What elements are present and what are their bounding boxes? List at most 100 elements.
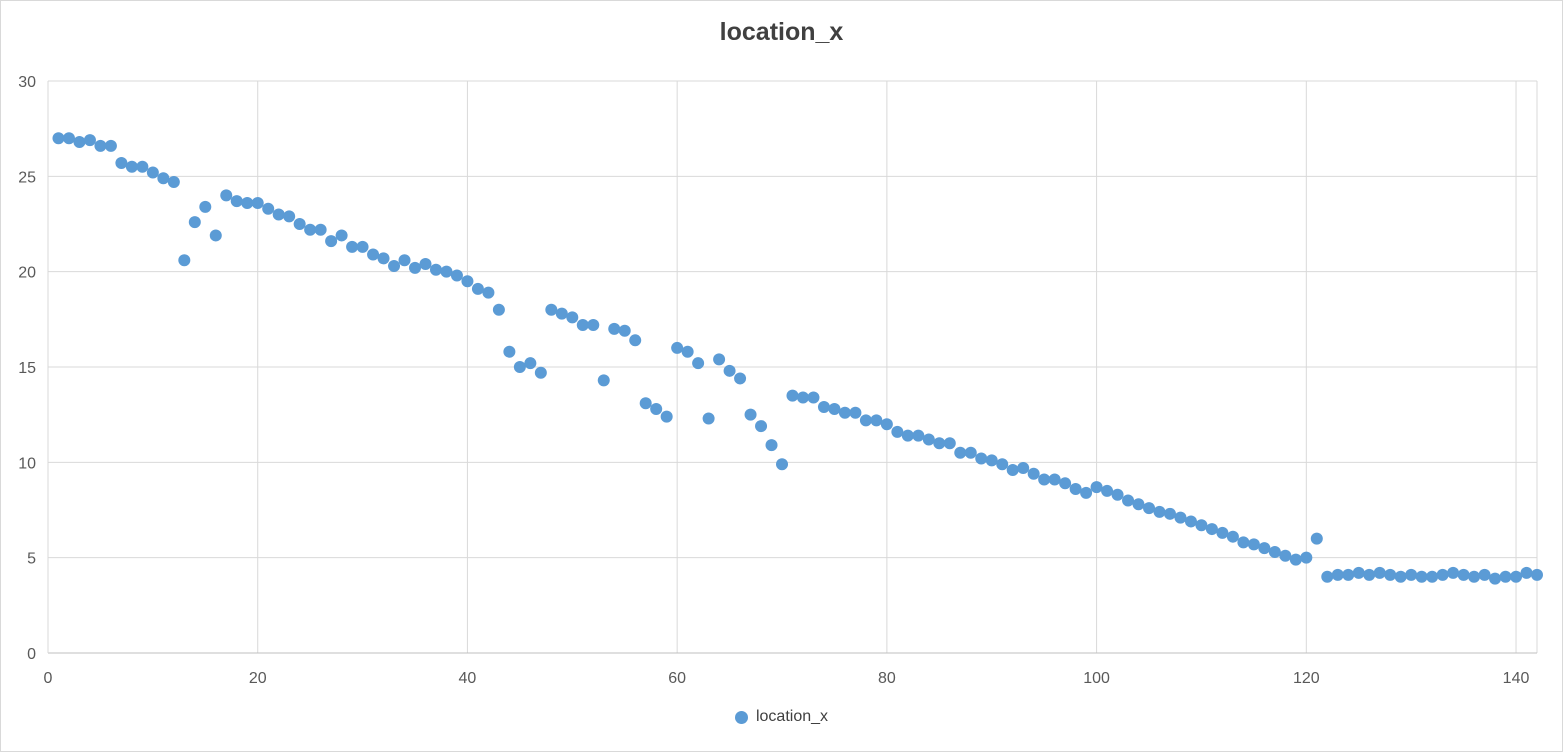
data-point [94,139,107,152]
data-point [817,401,830,414]
data-point [639,397,652,410]
data-point [1216,526,1229,539]
data-point [157,172,170,185]
data-point [1143,502,1156,515]
data-point [1510,570,1523,583]
data-point [1384,568,1397,581]
data-point [1069,483,1082,496]
data-point [660,410,673,423]
data-point [1153,505,1166,518]
data-point [325,235,338,248]
data-point [346,240,359,253]
data-point [220,189,233,202]
data-point [251,197,264,210]
data-point [471,282,484,295]
data-point [398,254,411,267]
data-point [1300,551,1313,564]
data-point [1080,486,1093,499]
y-tick-label: 30 [18,74,36,91]
data-point [429,263,442,276]
data-point [545,303,558,316]
gridlines [47,80,1538,654]
data-point [807,391,820,404]
data-point [838,406,851,419]
data-point [440,265,453,278]
data-point [1489,572,1502,585]
data-point [650,402,663,415]
data-point [503,345,516,358]
data-point [356,240,369,253]
data-point [755,420,768,433]
data-point [1122,494,1135,507]
data-point [629,334,642,347]
chart-title: location_x [719,18,844,46]
data-point [1195,519,1208,532]
data-point [199,200,212,213]
x-tick-label: 80 [878,670,896,687]
data-point [115,156,128,169]
data-point [1163,507,1176,520]
data-point [1111,488,1124,501]
data-point [167,176,180,189]
data-point [1258,542,1271,555]
data-point [283,210,296,223]
data-point [566,311,579,324]
data-point [608,322,621,335]
x-tick-label: 140 [1503,670,1530,687]
data-point [1017,462,1030,475]
data-point [922,433,935,446]
data-point [293,218,306,230]
data-point [62,132,75,145]
legend-marker-icon [734,710,748,724]
data-series [52,132,1543,585]
data-point [1426,570,1439,583]
data-point [901,429,914,442]
y-tick-label: 15 [18,360,36,377]
data-point [1468,570,1481,583]
data-point [723,364,736,377]
data-point [681,345,694,358]
data-point [1405,568,1418,581]
data-point [230,195,243,208]
data-point [576,319,589,332]
x-tick-label: 0 [44,670,53,687]
data-point [461,275,474,288]
data-point [943,437,956,450]
data-point [828,402,841,415]
data-point [692,357,705,370]
legend-label: location_x [755,708,829,725]
x-tick-label: 100 [1083,670,1110,687]
data-point [1268,545,1281,558]
data-point [1237,536,1250,549]
data-point [587,319,600,332]
y-tick-label: 10 [18,455,36,472]
axes: 0 5 10 15 20 25 30 0 20 40 60 80 100 120 140 [18,74,1537,687]
data-point [1342,568,1355,581]
data-point [146,166,159,179]
data-point [209,229,222,242]
data-point [513,361,526,373]
data-point [1289,553,1302,566]
data-point [891,425,904,438]
data-point [1006,463,1019,476]
data-point [555,307,568,320]
data-point [1499,570,1512,583]
data-point [534,366,547,379]
data-point [1415,570,1428,583]
data-point [409,261,422,274]
data-point [482,286,495,299]
data-point [786,389,799,402]
data-point [1363,568,1376,581]
data-point [1048,473,1061,486]
data-point [1174,511,1187,524]
data-point [1184,515,1197,528]
data-point [104,139,117,152]
data-point [734,372,747,385]
data-point [272,208,285,221]
x-tick-label: 40 [459,670,477,687]
data-point [702,412,715,425]
data-point [1436,568,1449,581]
data-point [1038,473,1051,486]
data-point [744,408,757,421]
